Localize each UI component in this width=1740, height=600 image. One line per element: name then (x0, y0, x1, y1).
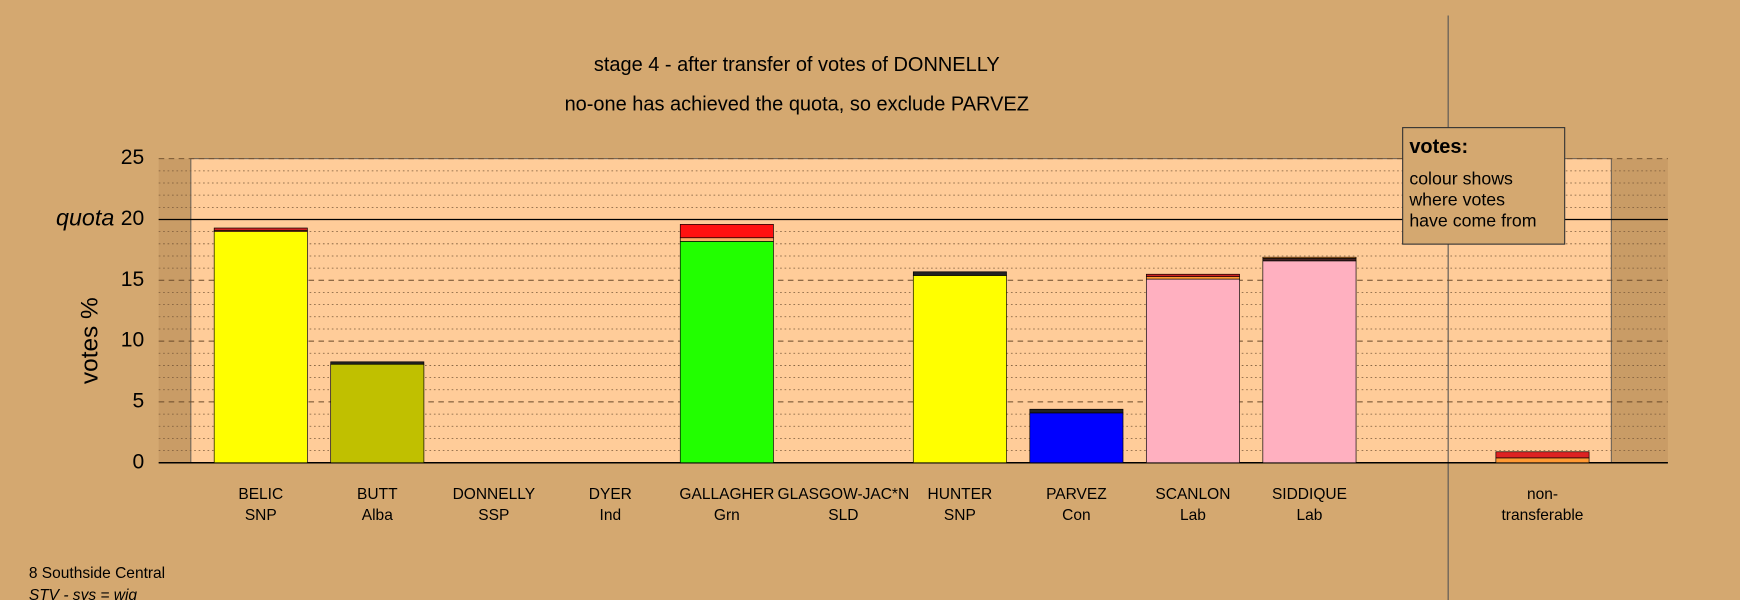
x-tick-sublabel: Grn (714, 507, 740, 524)
legend-text: have come from (1409, 211, 1536, 231)
y-tick-label: 25 (121, 146, 144, 169)
legend-box (1402, 127, 1566, 245)
x-tick-label: DONNELLY (453, 486, 536, 503)
chart-title: stage 4 - after transfer of votes of DON… (594, 54, 1000, 76)
chart-subtitle: no-one has achieved the quota, so exclud… (565, 94, 1029, 116)
y-axis-label: votes % (76, 297, 103, 384)
bar-segment (1029, 412, 1124, 464)
x-tick-label: SCANLON (1155, 486, 1230, 503)
x-tick-sublabel: SNP (245, 507, 277, 524)
x-tick-label: BUTT (357, 486, 398, 503)
x-tick-label: DYER (589, 486, 632, 503)
bar-segment (679, 241, 774, 464)
bar-segment (330, 363, 425, 464)
x-tick-sublabel: SNP (944, 507, 976, 524)
x-tick-label: GLASGOW-JAC*N (778, 486, 910, 503)
y-tick-label: 20 (121, 207, 144, 230)
x-tick-sublabel: Lab (1180, 507, 1206, 524)
bar-segment (679, 237, 774, 242)
x-tick-sublabel: transferable (1502, 507, 1584, 524)
bar-segment (1029, 408, 1124, 414)
footer: 8 Southside Central (29, 565, 165, 582)
bar-segment (1262, 258, 1357, 262)
bar-segment (330, 361, 425, 365)
x-tick-sublabel: SLD (828, 507, 858, 524)
bar-segment (912, 275, 1007, 464)
bar-segment (1262, 260, 1357, 464)
bar-segment (679, 224, 774, 239)
x-tick-label: HUNTER (928, 486, 993, 503)
y-tick-label: 10 (121, 329, 144, 352)
legend-title: votes: (1409, 136, 1468, 158)
x-tick-label: SIDDIQUE (1272, 486, 1347, 503)
x-tick-sublabel: Lab (1297, 507, 1323, 524)
x-tick-label: PARVEZ (1046, 486, 1107, 503)
legend-text: colour shows (1409, 168, 1513, 188)
bar-segment (912, 271, 1007, 276)
bar-segment (1145, 276, 1240, 280)
x-tick-sublabel: Alba (362, 507, 393, 524)
bar-segment (1262, 256, 1357, 259)
quota-label: quota (56, 205, 114, 231)
x-tick-sublabel: Ind (600, 507, 622, 524)
y-tick-label: 0 (133, 450, 145, 473)
y-tick-label: 15 (121, 268, 144, 291)
x-tick-label: non- (1527, 486, 1558, 503)
bar-segment (1495, 451, 1590, 459)
y-tick-label: 5 (133, 389, 145, 412)
x-tick-label: BELIC (238, 486, 283, 503)
x-tick-label: GALLAGHER (679, 486, 774, 503)
x-tick-sublabel: Con (1062, 507, 1090, 524)
plot-area (190, 158, 1612, 464)
bar-segment (1145, 278, 1240, 464)
legend-text: where votes (1408, 190, 1505, 210)
bar-segment (1145, 273, 1240, 277)
footer: STV - sys = wig (29, 587, 138, 600)
bar-segment (213, 227, 308, 231)
bar-segment (213, 231, 308, 464)
x-tick-sublabel: SSP (478, 507, 509, 524)
bar-segment (1495, 457, 1590, 464)
